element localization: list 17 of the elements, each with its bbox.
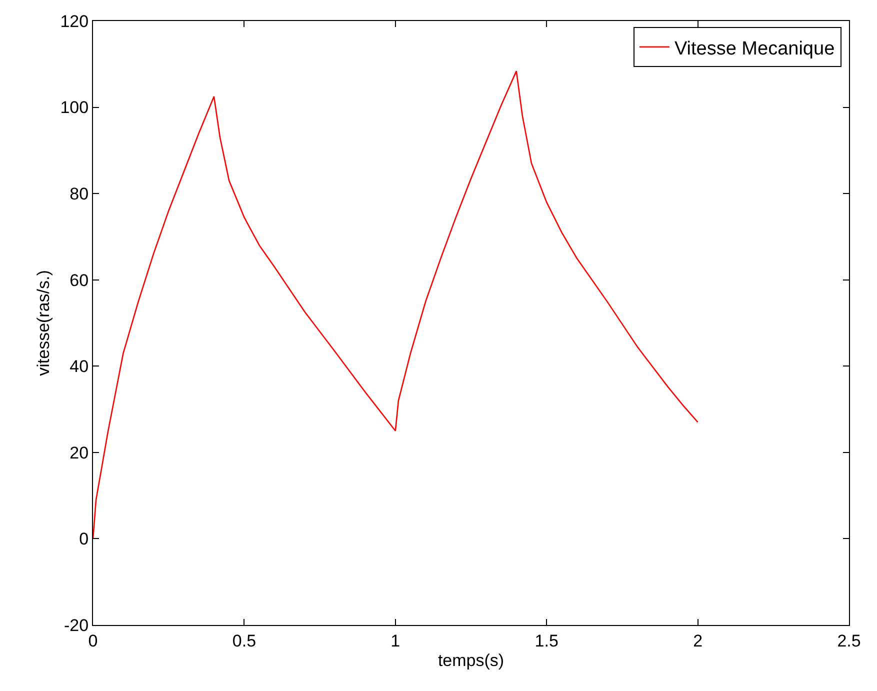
y-tick-label: 120 bbox=[60, 12, 89, 31]
y-tick-label: 100 bbox=[60, 98, 89, 118]
y-tick-label: 80 bbox=[70, 184, 89, 204]
y-tick-label: 0 bbox=[79, 530, 89, 549]
x-tick-label: 1.5 bbox=[534, 631, 558, 650]
y-axis-title: vitesse(ras/s.) bbox=[34, 270, 53, 376]
x-tick-label: 1 bbox=[390, 631, 400, 650]
y-tick-label: 20 bbox=[70, 443, 89, 462]
x-tick-label: 0.5 bbox=[232, 631, 256, 650]
legend-label: Vitesse Mecanique bbox=[674, 38, 835, 60]
x-axis-title: temps(s) bbox=[438, 650, 504, 670]
x-tick-label: 2 bbox=[693, 631, 703, 650]
y-tick-label: 60 bbox=[70, 270, 89, 290]
y-tick-label: 40 bbox=[70, 357, 89, 376]
line-series bbox=[93, 70, 698, 540]
y-tick-label: -20 bbox=[64, 616, 89, 635]
x-tick-label: 2.5 bbox=[837, 631, 861, 650]
